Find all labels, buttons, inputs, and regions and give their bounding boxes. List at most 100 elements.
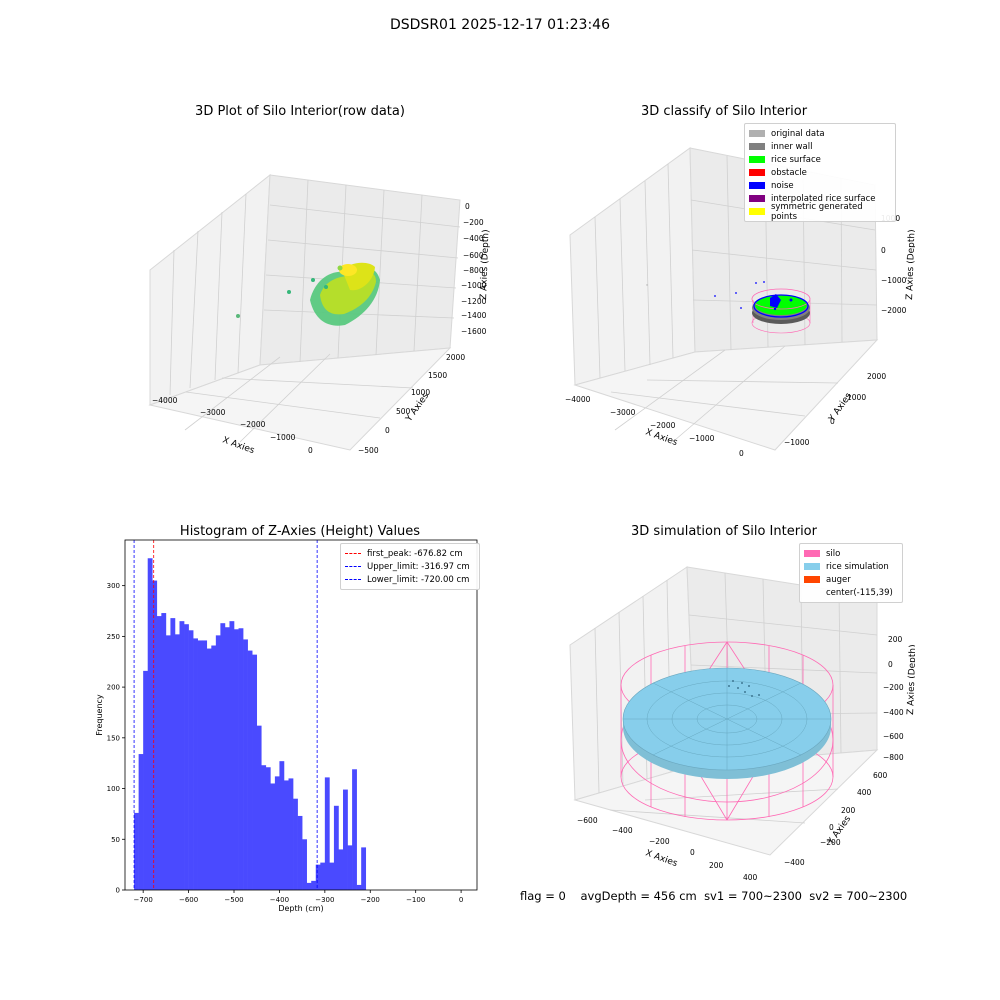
simulation-ztick: 200 [888,635,903,644]
histogram-bar [261,765,267,890]
classify-ztick: −2000 [881,306,907,315]
legend-item-noise: noise [749,179,891,192]
histogram-bar [324,777,330,890]
legend-swatch [749,143,765,150]
histogram-bar [306,882,312,890]
raw-3d-plot: −4000 −3000 −2000 −1000 0 −500 0 500 100… [148,173,490,456]
histogram-bar [315,864,321,890]
legend-swatch [749,130,765,137]
histogram-bar [252,654,258,890]
histogram-bar [352,769,357,890]
legend-label: symmetric generated points [770,201,863,222]
legend-item-silo: silo [804,547,898,560]
histogram-bar [220,623,226,890]
histogram-bar [224,627,230,890]
histogram-bar [256,725,262,890]
classify-ytick: 0 [830,417,835,426]
legend-item-rice-surface: rice surface [749,153,891,166]
histogram-bar [197,640,203,890]
histogram-bar [184,624,189,890]
simulation-xtick: −200 [649,837,670,846]
classify-xtick: 0 [739,449,744,458]
classify-left-pane [569,147,696,386]
raw-xtick: −1000 [270,433,296,442]
raw-ytick: 500 [396,407,411,416]
histogram-chart: −700 −600 −500 −400 −300 −200 −100 0 0 50 100 150 2… [95,539,478,913]
raw-ztick: −200 [463,218,484,227]
legend-label: original data [771,128,825,139]
raw-ztick: 0 [465,202,470,211]
legend-swatch [749,208,765,215]
avg-depth-text: avgDepth = 456 cm [580,889,697,903]
legend-item-interpolated: interpolated rice surface [749,192,891,205]
legend-label: inner wall [771,141,813,152]
legend-label: interpolated rice surface [771,193,876,204]
raw-ztick: −400 [463,234,484,243]
histogram-bar [343,789,348,890]
histogram-bar [193,638,198,890]
simulation-ytick: 400 [857,788,872,797]
legend-label: Lower_limit: -720.00 cm [367,574,470,585]
raw-ztick: −1000 [461,281,487,290]
simulation-xtick: 0 [690,848,695,857]
simulation-ztick: −600 [883,732,904,741]
histogram-xtick-label: −600 [179,896,198,904]
simulation-xtick: 400 [743,873,758,880]
simulation-ztick: −800 [883,753,904,762]
legend-swatch [804,589,820,596]
raw-ztick: −1200 [461,297,487,306]
simulation-legend: silo rice simulation auger center(-115,3… [799,543,903,603]
raw-xlabel: X Axies [221,435,256,456]
histogram-ytick-label: 150 [107,734,120,742]
histogram-bar [311,880,317,890]
legend-label: rice surface [771,154,821,165]
classify-xtick: −1000 [689,434,715,443]
legend-item-upper-limit: Upper_limit: -316.97 cm [345,560,475,573]
classify-xtick: −2000 [650,421,676,430]
histogram-bar [202,640,208,890]
simulation-xtick: −600 [577,816,598,825]
raw-ztick: −1400 [461,311,487,320]
auger-markers [728,680,760,697]
histogram-bar [283,780,289,890]
raw-plot-title: 3D Plot of Silo Interior(row data) [195,104,405,119]
histogram-bar [165,635,171,890]
classify-zlabel: Z Axies (Depth) [905,229,915,300]
simulation-plot-title: 3D simulation of Silo Interior [631,524,817,539]
raw-ytick: 1000 [411,388,430,397]
histogram-bar [274,776,280,890]
histogram-ytick-label: 50 [111,836,120,844]
simulation-xtick: 200 [709,861,724,870]
raw-xtick: 0 [308,446,313,455]
histogram-bar [356,884,362,890]
simulation-ztick: −400 [883,708,904,717]
histogram-bar [170,618,176,890]
histogram-bar [288,778,294,890]
classify-ylabel: Y Axies [827,391,855,424]
legend-swatch [749,182,765,189]
legend-item-original-data: original data [749,127,891,140]
histogram-bar [234,629,239,890]
legend-swatch [804,563,820,570]
simulation-ytick: −400 [784,858,805,867]
classify-xlabel: X Axies [644,427,679,448]
legend-item-center: center(-115,39) [804,586,898,599]
histogram-xlabel: Depth (cm) [278,904,323,913]
histogram-bar [143,670,149,890]
sv1-text: sv1 = 700~2300 [704,889,802,903]
legend-swatch [749,156,765,163]
histogram-ytick-label: 200 [107,684,120,692]
flag-text: flag = 0 [520,889,566,903]
legend-label: first_peak: -676.82 cm [367,548,463,559]
classify-point-cloud [646,281,811,334]
histogram-bar [179,621,185,890]
histogram-bar [134,812,139,890]
histogram-xtick-label: −200 [361,896,380,904]
raw-ytick: 1500 [428,371,447,380]
legend-label: obstacle [771,167,807,178]
simulation-ztick: 0 [888,660,893,669]
legend-swatch [804,576,820,583]
raw-ztick: −600 [463,251,484,260]
histogram-threshold-lines [133,540,318,890]
histogram-bar [293,798,298,890]
